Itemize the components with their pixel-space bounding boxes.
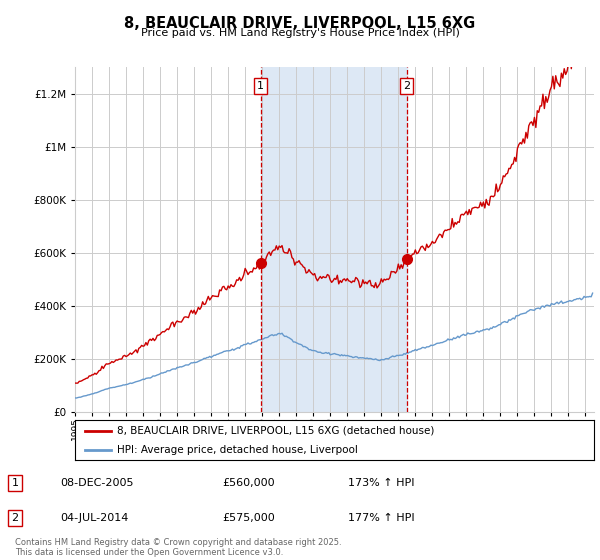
Text: 8, BEAUCLAIR DRIVE, LIVERPOOL, L15 6XG: 8, BEAUCLAIR DRIVE, LIVERPOOL, L15 6XG	[124, 16, 476, 31]
Text: £575,000: £575,000	[222, 513, 275, 523]
Bar	[261, 67, 407, 412]
Text: 1: 1	[257, 81, 264, 91]
Text: Price paid vs. HM Land Registry's House Price Index (HPI): Price paid vs. HM Land Registry's House …	[140, 28, 460, 38]
Text: 1: 1	[11, 478, 19, 488]
Text: 173% ↑ HPI: 173% ↑ HPI	[348, 478, 415, 488]
Text: £560,000: £560,000	[222, 478, 275, 488]
Text: Contains HM Land Registry data © Crown copyright and database right 2025.
This d: Contains HM Land Registry data © Crown c…	[15, 538, 341, 557]
Text: 177% ↑ HPI: 177% ↑ HPI	[348, 513, 415, 523]
Text: HPI: Average price, detached house, Liverpool: HPI: Average price, detached house, Live…	[116, 445, 358, 455]
Text: 04-JUL-2014: 04-JUL-2014	[60, 513, 128, 523]
Text: 2: 2	[403, 81, 410, 91]
Text: 8, BEAUCLAIR DRIVE, LIVERPOOL, L15 6XG (detached house): 8, BEAUCLAIR DRIVE, LIVERPOOL, L15 6XG (…	[116, 426, 434, 436]
Text: 2: 2	[11, 513, 19, 523]
Text: 08-DEC-2005: 08-DEC-2005	[60, 478, 133, 488]
